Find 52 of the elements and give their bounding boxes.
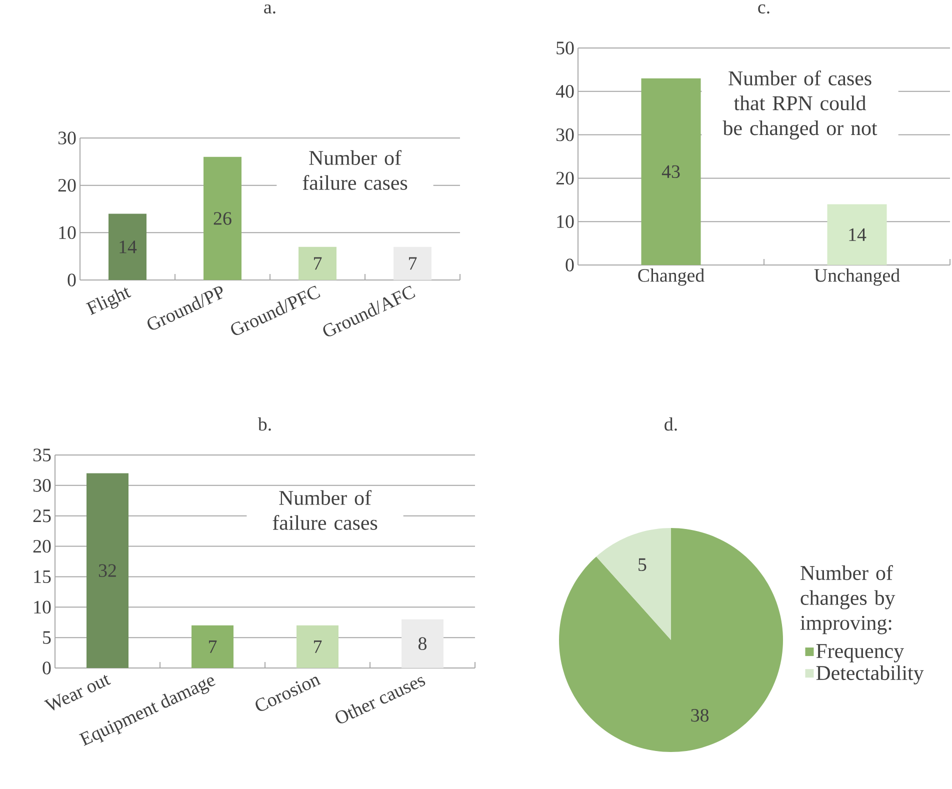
bar: [192, 625, 234, 668]
chart-title: b.: [258, 417, 271, 431]
text: Number of failure cases: [302, 150, 408, 190]
legend-label: Detectability: [816, 665, 924, 684]
x-tick-label: Unchanged: [814, 268, 900, 286]
x-tick-label: Other causes: [336, 676, 426, 724]
y-tick-label: 0: [42, 662, 51, 674]
y-tick-label: 30: [33, 479, 51, 492]
data-label: 26: [214, 212, 232, 225]
bar: [402, 619, 444, 668]
y-tick-label: 0: [566, 258, 574, 272]
chart-title: c.: [758, 4, 770, 14]
x-tick-label: Changed: [638, 268, 704, 286]
bar: [204, 156, 242, 280]
bar: [298, 246, 336, 280]
legend-title: Number of changes by improving:: [800, 565, 896, 634]
y-tick-label: 5: [43, 631, 51, 644]
data-label: 14: [849, 228, 866, 241]
data-label: 32: [98, 564, 116, 577]
data-label: 8: [418, 637, 426, 650]
bar: [108, 214, 146, 280]
data-label: 43: [662, 165, 680, 178]
data-label: 7: [314, 640, 322, 653]
x-tick-label: Flight: [86, 287, 132, 315]
text: Number of cases that RPN could be changed or not: [722, 70, 878, 140]
y-tick-label: 40: [556, 85, 574, 98]
y-tick-label: 10: [59, 226, 76, 240]
y-tick-label: 20: [58, 178, 76, 192]
bar: [86, 473, 128, 668]
bar: [296, 625, 338, 668]
data-label: 14: [120, 240, 137, 254]
y-tick-label: 0: [68, 274, 76, 286]
data-label: 5: [638, 558, 646, 571]
y-tick-label: 35: [33, 448, 51, 462]
chart-title: d.: [664, 417, 677, 431]
y-tick-label: 30: [556, 128, 574, 142]
text: Number of failure cases: [272, 490, 378, 530]
y-tick-label: 10: [557, 215, 574, 228]
data-label: 7: [409, 257, 417, 270]
y-tick-label: 25: [33, 510, 51, 522]
y-tick-label: 20: [556, 172, 574, 185]
y-tick-label: 15: [34, 570, 51, 584]
y-tick-label: 30: [58, 132, 76, 144]
y-tick-label: 20: [33, 540, 51, 553]
data-label: 38: [691, 708, 709, 722]
y-tick-label: 50: [556, 42, 574, 54]
bar: [394, 246, 432, 280]
chart-title: a.: [264, 4, 276, 14]
y-tick-label: 10: [34, 600, 51, 614]
data-label: 7: [314, 257, 322, 270]
data-label: 7: [209, 640, 217, 653]
legend-label: Frequency: [816, 644, 904, 662]
